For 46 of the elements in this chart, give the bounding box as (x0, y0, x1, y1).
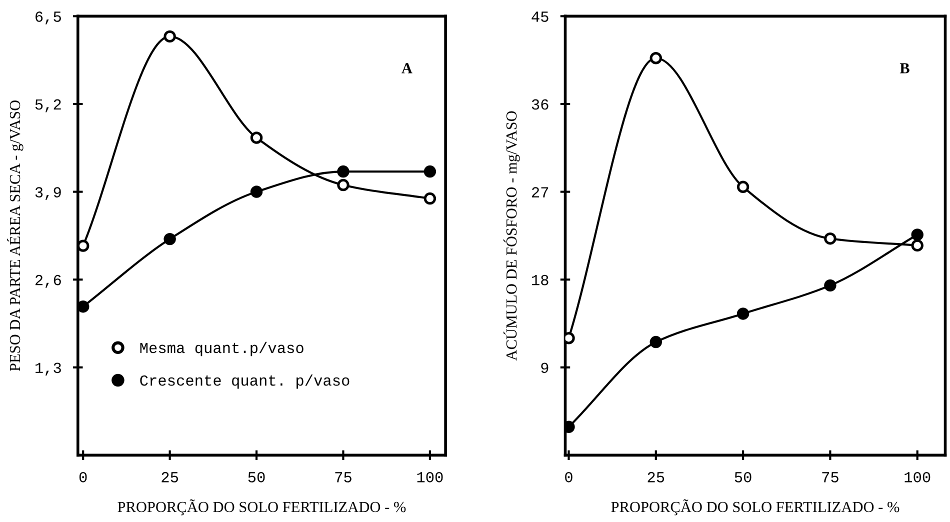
point (736, 180, 750, 194)
x-tick-label: 50 (734, 472, 752, 482)
y-tick-label: 2,6 (35, 274, 61, 288)
point (250, 186, 263, 198)
x-axis-title: PROPORÇÃO DO SOLO FERTILIZADO - % (611, 499, 900, 516)
point (424, 165, 436, 178)
point (824, 279, 836, 292)
x-tick-label: 0 (79, 472, 87, 482)
point (824, 232, 836, 245)
x-tick-label: 25 (648, 472, 664, 482)
y-tick-label: 36 (532, 99, 548, 110)
annotation: A (402, 63, 412, 74)
y-tick-label: 1,3 (36, 362, 61, 376)
annotation: B (900, 63, 910, 74)
legend-label: Crescente quant. p/vaso (140, 374, 350, 389)
x-tick-label: 75 (335, 472, 352, 482)
point (650, 336, 662, 348)
point (337, 165, 350, 178)
y-tick-label: 3,9 (35, 187, 61, 200)
point (424, 192, 436, 205)
y-axis-title: ACÚMULO DE FÓSFORO - mg/VASO (503, 111, 520, 361)
y-tick-label: 5,2 (35, 99, 61, 112)
x-tick-label: 25 (162, 472, 178, 482)
y-tick-label: 6,5 (36, 12, 61, 24)
point (337, 178, 350, 192)
point (164, 232, 176, 246)
legend-label: Mesma quant.p/vaso (140, 342, 304, 356)
point (911, 239, 924, 252)
point (650, 52, 662, 64)
point (164, 30, 176, 43)
x-tick-label: 100 (417, 472, 443, 482)
y-tick-label: 27 (532, 187, 548, 198)
x-tick-label: 50 (248, 472, 265, 482)
point (911, 228, 924, 241)
point (78, 300, 90, 313)
x-axis-title: PROPORÇÃO DO SOLO FERTILIZADO - % (118, 499, 406, 516)
point (736, 308, 750, 320)
x-tick-label: 100 (904, 472, 930, 482)
y-tick-label: 18 (532, 274, 548, 286)
x-tick-label: 0 (565, 472, 572, 482)
y-axis-title: PESO DA PARTE AÉREA SECA - g/VASO (6, 100, 24, 372)
x-tick-label: 75 (822, 472, 838, 482)
point (250, 132, 263, 144)
y-tick-label: 9 (541, 362, 548, 374)
y-tick-label: 45 (532, 12, 548, 22)
point (78, 240, 90, 252)
